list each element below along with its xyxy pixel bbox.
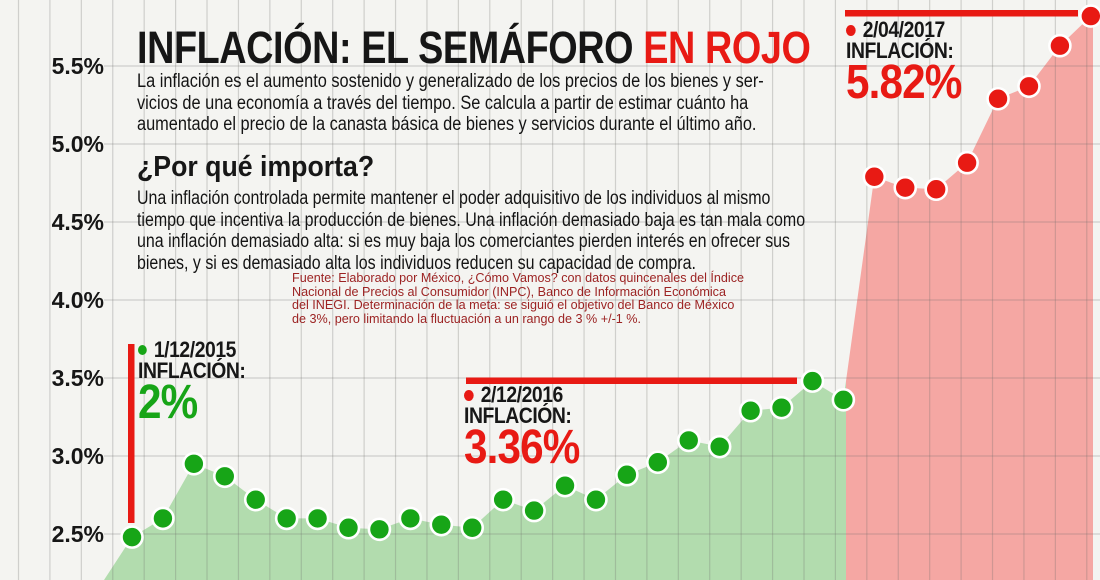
y-axis-tick-label: 4.0% — [51, 287, 104, 313]
source-note: Fuente: Elaborado por México, ¿Cómo Vamo… — [292, 271, 744, 326]
annotation-2015: 1/12/2015 INFLACIÓN: 2% — [138, 337, 246, 429]
title-red-part: EN ROJO — [633, 22, 811, 73]
data-point — [738, 398, 763, 423]
area-fills — [104, 16, 1093, 580]
data-point — [769, 395, 794, 420]
red-area — [846, 16, 1093, 580]
data-point — [182, 451, 206, 476]
body-text: Una inflación controlada permite mantene… — [137, 188, 806, 274]
data-point — [800, 369, 825, 393]
data-point — [553, 473, 577, 498]
bullet-icon — [846, 24, 856, 36]
data-point — [243, 487, 268, 512]
data-point — [336, 515, 361, 540]
marker-line-2017 — [845, 10, 1078, 17]
y-axis-tick-label: 5.5% — [51, 53, 104, 79]
annotation-label: INFLACIÓN: — [846, 38, 954, 63]
page-title: INFLACIÓN: EL SEMÁFORO EN ROJO — [137, 24, 939, 72]
data-point — [522, 498, 546, 523]
data-point — [398, 506, 423, 531]
data-point — [120, 525, 144, 549]
marker-line-2015 — [128, 344, 135, 523]
data-point — [646, 450, 670, 475]
data-points — [120, 4, 1100, 549]
bullet-icon — [138, 345, 147, 355]
data-point — [1079, 4, 1100, 28]
data-point — [151, 506, 175, 531]
y-axis-tick-label: 3.0% — [51, 443, 104, 469]
data-point — [305, 506, 330, 531]
data-point — [831, 388, 856, 412]
data-point — [212, 464, 237, 489]
data-point — [707, 434, 732, 459]
data-point — [1017, 74, 1041, 99]
annotation-label: INFLACIÓN: — [138, 358, 246, 383]
annotation-2016: 2/12/2016 INFLACIÓN: 3.36% — [464, 382, 580, 474]
annotation-date: 2/04/2017 — [862, 17, 946, 42]
subheading-text: ¿Por qué importa? — [137, 151, 375, 183]
annotation-date: 1/12/2015 — [153, 337, 237, 362]
data-point — [615, 462, 639, 487]
grid-lines — [17, 0, 1100, 580]
y-axis-tick-label: 5.0% — [51, 131, 104, 157]
data-point — [491, 487, 515, 512]
title-black-part: INFLACIÓN: EL SEMÁFORO — [137, 22, 634, 73]
y-axis-tick-label: 3.5% — [51, 365, 104, 391]
green-area — [104, 381, 846, 580]
data-point — [367, 517, 392, 542]
bullet-icon — [464, 389, 474, 401]
data-point — [924, 177, 948, 202]
annotation-value: 2% — [138, 376, 198, 429]
y-axis-tick-label: 4.5% — [51, 209, 104, 235]
marker-line-2016 — [466, 377, 797, 384]
data-point — [862, 164, 887, 189]
data-point — [676, 428, 701, 453]
annotation-value: 5.82% — [846, 56, 962, 109]
source-text: Fuente: Elaborado por México, ¿Cómo Vamo… — [292, 271, 744, 326]
data-point — [1048, 33, 1072, 58]
annotation-label: INFLACIÓN: — [464, 403, 572, 428]
annotation-value: 3.36% — [464, 421, 580, 474]
data-point — [274, 506, 299, 531]
data-point — [893, 175, 918, 200]
y-axis-tick-label: 2.5% — [51, 521, 104, 547]
intro-text: La inflación es el aumento sostenido y g… — [137, 71, 764, 136]
why-it-matters-heading: ¿Por qué importa? — [137, 150, 395, 184]
annotation-2017: 2/04/2017 INFLACIÓN: 5.82% — [846, 17, 962, 109]
annotation-date: 2/12/2016 — [480, 382, 564, 407]
data-point — [460, 515, 485, 540]
body-paragraph: Una inflación controlada permite mantene… — [137, 188, 932, 274]
data-point — [584, 487, 608, 512]
data-point — [429, 512, 454, 537]
annotation-marker-lines — [128, 10, 1078, 523]
intro-paragraph: La inflación es el aumento sostenido y g… — [137, 71, 866, 136]
data-point — [955, 150, 979, 175]
data-point — [986, 86, 1010, 111]
